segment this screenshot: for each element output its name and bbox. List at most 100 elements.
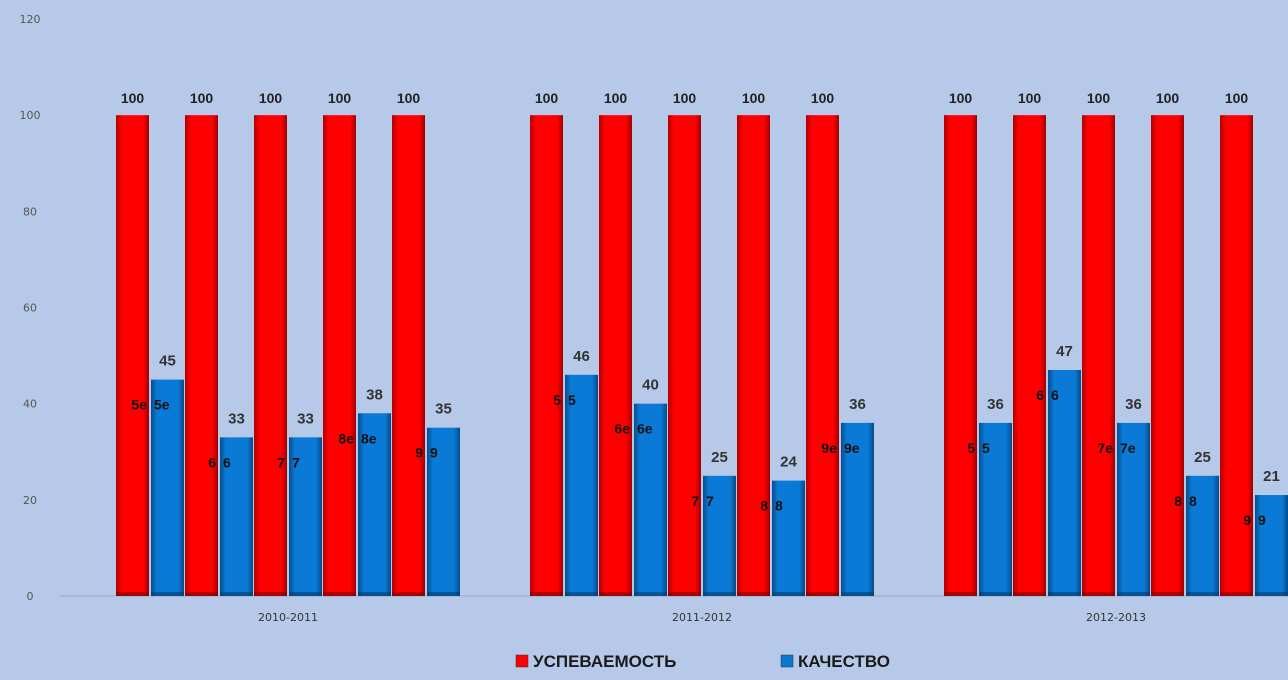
bar-kachestvo	[220, 437, 253, 596]
bar-base-shadow	[944, 592, 977, 596]
bar-kachestvo	[634, 403, 667, 596]
value-label-uspevaemost: 100	[742, 90, 766, 106]
legend-label: УСПЕВАЕМОСТЬ	[533, 652, 676, 671]
value-label-kachestvo: 25	[1194, 449, 1211, 466]
value-label-uspevaemost: 100	[535, 90, 559, 106]
bar-uspevaemost	[254, 115, 287, 597]
bar-uspevaemost	[599, 115, 632, 597]
class-label-blue: 5е	[154, 397, 170, 413]
bar-uspevaemost	[1151, 115, 1184, 597]
value-label-kachestvo: 45	[159, 353, 176, 370]
y-tick-label: 40	[23, 398, 37, 411]
bar-base-shadow	[841, 592, 874, 596]
category-label: 2010-2011	[258, 611, 318, 624]
y-tick-label: 20	[23, 494, 37, 507]
class-label-red: 7	[277, 454, 285, 470]
bar-base-shadow	[1013, 592, 1046, 596]
value-label-kachestvo: 36	[1125, 396, 1142, 413]
value-label-kachestvo: 33	[228, 410, 245, 427]
bar-kachestvo	[427, 427, 460, 596]
bar-uspevaemost	[323, 115, 356, 597]
category-label: 2011-2012	[672, 611, 732, 624]
class-label-blue: 6е	[637, 421, 653, 437]
value-label-uspevaemost: 100	[1225, 90, 1249, 106]
bar-base-shadow	[289, 592, 322, 596]
bar-base-shadow	[1117, 592, 1150, 596]
bar-kachestvo	[979, 422, 1012, 596]
value-label-kachestvo: 24	[780, 454, 797, 471]
bar-base-shadow	[1220, 592, 1253, 596]
bar-base-shadow	[979, 592, 1012, 596]
bar-base-shadow	[703, 592, 736, 596]
bar-uspevaemost	[1220, 115, 1253, 597]
value-label-kachestvo: 36	[849, 396, 866, 413]
bar-base-shadow	[1082, 592, 1115, 596]
value-label-uspevaemost: 100	[604, 90, 628, 106]
bar-base-shadow	[737, 592, 770, 596]
bar-base-shadow	[323, 592, 356, 596]
class-label-blue: 9е	[844, 440, 860, 456]
bar-uspevaemost	[116, 115, 149, 597]
class-label-blue: 5	[982, 440, 990, 456]
class-label-red: 9	[1243, 512, 1251, 528]
class-label-red: 8	[1174, 493, 1182, 509]
bar-base-shadow	[151, 592, 184, 596]
y-tick-label: 60	[23, 302, 37, 315]
value-label-uspevaemost: 100	[259, 90, 283, 106]
value-label-uspevaemost: 100	[811, 90, 835, 106]
class-label-red: 5	[553, 392, 561, 408]
class-label-blue: 7	[292, 454, 300, 470]
value-label-uspevaemost: 100	[121, 90, 145, 106]
bar-kachestvo	[1255, 495, 1288, 596]
value-label-kachestvo: 36	[987, 396, 1004, 413]
bar-kachestvo	[151, 379, 184, 596]
bar-base-shadow	[634, 592, 667, 596]
bar-base-shadow	[392, 592, 425, 596]
bar-base-shadow	[599, 592, 632, 596]
value-label-uspevaemost: 100	[673, 90, 697, 106]
value-label-uspevaemost: 100	[190, 90, 214, 106]
class-label-red: 9е	[821, 440, 837, 456]
bar-base-shadow	[185, 592, 218, 596]
y-tick-label: 0	[27, 590, 34, 603]
value-label-kachestvo: 35	[435, 401, 452, 418]
bar-base-shadow	[806, 592, 839, 596]
bar-uspevaemost	[944, 115, 977, 597]
value-label-uspevaemost: 100	[328, 90, 352, 106]
value-label-kachestvo: 47	[1056, 343, 1073, 360]
value-label-kachestvo: 33	[297, 410, 314, 427]
class-label-blue: 7е	[1120, 440, 1136, 456]
class-label-blue: 8	[1189, 493, 1197, 509]
class-label-red: 8	[760, 498, 768, 514]
class-label-red: 7е	[1097, 440, 1113, 456]
bar-kachestvo	[772, 480, 805, 596]
value-label-kachestvo: 25	[711, 449, 728, 466]
bar-base-shadow	[1048, 592, 1081, 596]
bar-base-shadow	[772, 592, 805, 596]
bar-uspevaemost	[737, 115, 770, 597]
class-label-blue: 6	[223, 454, 231, 470]
class-label-red: 6	[1036, 387, 1044, 403]
class-label-red: 7	[691, 493, 699, 509]
bar-base-shadow	[254, 592, 287, 596]
bar-base-shadow	[530, 592, 563, 596]
value-label-kachestvo: 38	[366, 386, 383, 403]
y-tick-label: 80	[23, 205, 37, 218]
class-label-blue: 8	[775, 498, 783, 514]
y-tick-label: 100	[20, 109, 41, 122]
bar-base-shadow	[427, 592, 460, 596]
bar-uspevaemost	[806, 115, 839, 597]
category-label: 2012-2013	[1086, 611, 1146, 624]
bar-uspevaemost	[1013, 115, 1046, 597]
legend-swatch	[780, 654, 794, 668]
bar-base-shadow	[220, 592, 253, 596]
bar-kachestvo	[1048, 370, 1081, 596]
value-label-uspevaemost: 100	[1018, 90, 1042, 106]
legend-label: КАЧЕСТВО	[798, 652, 890, 671]
class-label-red: 5	[967, 440, 975, 456]
value-label-kachestvo: 40	[642, 377, 659, 394]
bar-kachestvo	[358, 413, 391, 596]
legend: УСПЕВАЕМОСТЬ КАЧЕСТВО	[515, 652, 890, 671]
bar-base-shadow	[668, 592, 701, 596]
